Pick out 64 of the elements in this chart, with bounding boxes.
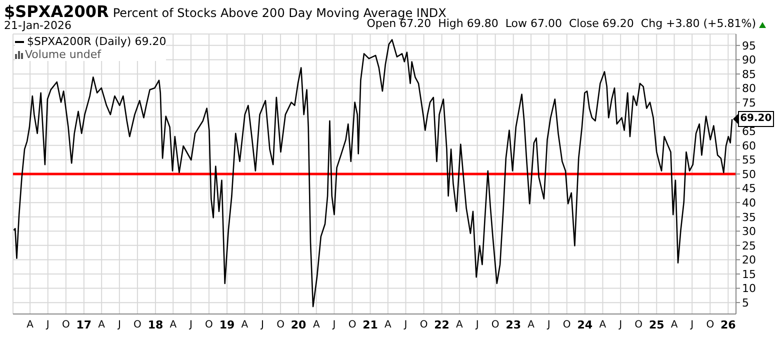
x-tick-label: O xyxy=(491,320,500,330)
x-tick-label: A xyxy=(241,320,248,330)
x-tick-label: J xyxy=(116,320,121,330)
y-tick-label: 95 xyxy=(742,39,756,52)
y-tick-label: 50 xyxy=(742,168,756,181)
y-tick-label: 15 xyxy=(742,268,756,281)
x-tick-label: A xyxy=(528,320,535,330)
x-tick-label: O xyxy=(134,320,142,330)
x-tick-label: J xyxy=(260,320,264,330)
x-tick-label: O xyxy=(634,320,643,330)
y-tick-label: 40 xyxy=(742,196,756,210)
y-tick-label: 20 xyxy=(742,254,756,267)
x-tick-label: 19 xyxy=(219,318,235,332)
x-tick-label: 25 xyxy=(648,318,664,332)
y-tick-label: 60 xyxy=(742,139,756,152)
x-tick-label: J xyxy=(188,320,192,330)
x-tick-label: J xyxy=(690,320,694,330)
annotation: Volume undef xyxy=(25,48,101,61)
x-tick-label: A xyxy=(98,320,106,330)
x-tick-label: 26 xyxy=(720,318,736,332)
legend-label: $SPXA200R (Daily) 69.20 xyxy=(27,35,166,48)
x-tick-label: 20 xyxy=(290,318,307,332)
x-tick-label: A xyxy=(384,320,392,330)
x-tick-label: A xyxy=(670,320,678,330)
x-tick-label: O xyxy=(706,320,714,330)
y-tick-label: 55 xyxy=(742,154,756,167)
chart-title: $SPXA200R xyxy=(4,2,109,21)
y-tick-label: 90 xyxy=(742,54,756,67)
x-tick-label: O xyxy=(62,320,70,330)
x-tick-label: J xyxy=(403,320,408,330)
x-tick-label: J xyxy=(332,320,336,330)
x-tick-label: O xyxy=(276,320,285,330)
x-tick-label: O xyxy=(420,320,428,330)
y-tick-label: 30 xyxy=(742,225,756,238)
y-tick-label: 45 xyxy=(742,182,756,196)
text: 21-Jan-2026 xyxy=(4,19,72,32)
x-tick-label: A xyxy=(312,320,320,330)
y-tick-label: 75 xyxy=(742,96,756,110)
x-tick-label: 22 xyxy=(434,318,450,332)
chart-subtitle: Percent of Stocks Above 200 Day Moving Average INDX xyxy=(112,6,446,20)
x-tick-label: A xyxy=(599,320,606,330)
y-tick-label: 25 xyxy=(742,239,756,252)
x-tick-label: O xyxy=(205,320,214,330)
y-tick-label: 65 xyxy=(742,125,756,138)
y-tick-label: 85 xyxy=(742,68,756,81)
x-tick-label: J xyxy=(546,320,550,330)
y-tick-label: 10 xyxy=(742,282,756,296)
x-tick-label: J xyxy=(618,320,622,330)
annotation: 69.20 xyxy=(740,113,772,124)
x-tick-label: 24 xyxy=(577,318,593,332)
y-tick-label: 35 xyxy=(742,210,756,224)
x-tick-label: 17 xyxy=(76,318,92,332)
x-tick-label: A xyxy=(26,320,34,330)
x-tick-label: A xyxy=(456,320,464,330)
x-tick-label: 23 xyxy=(506,318,522,332)
x-tick-label: O xyxy=(348,320,356,330)
x-tick-label: A xyxy=(170,320,177,330)
x-tick-label: J xyxy=(474,320,479,330)
y-tick-label: 5 xyxy=(742,296,749,310)
x-tick-label: 18 xyxy=(148,318,164,332)
x-tick-label: J xyxy=(45,320,50,330)
y-tick-label: 80 xyxy=(742,82,756,96)
x-tick-label: O xyxy=(562,320,571,330)
x-tick-label: 21 xyxy=(362,318,378,332)
